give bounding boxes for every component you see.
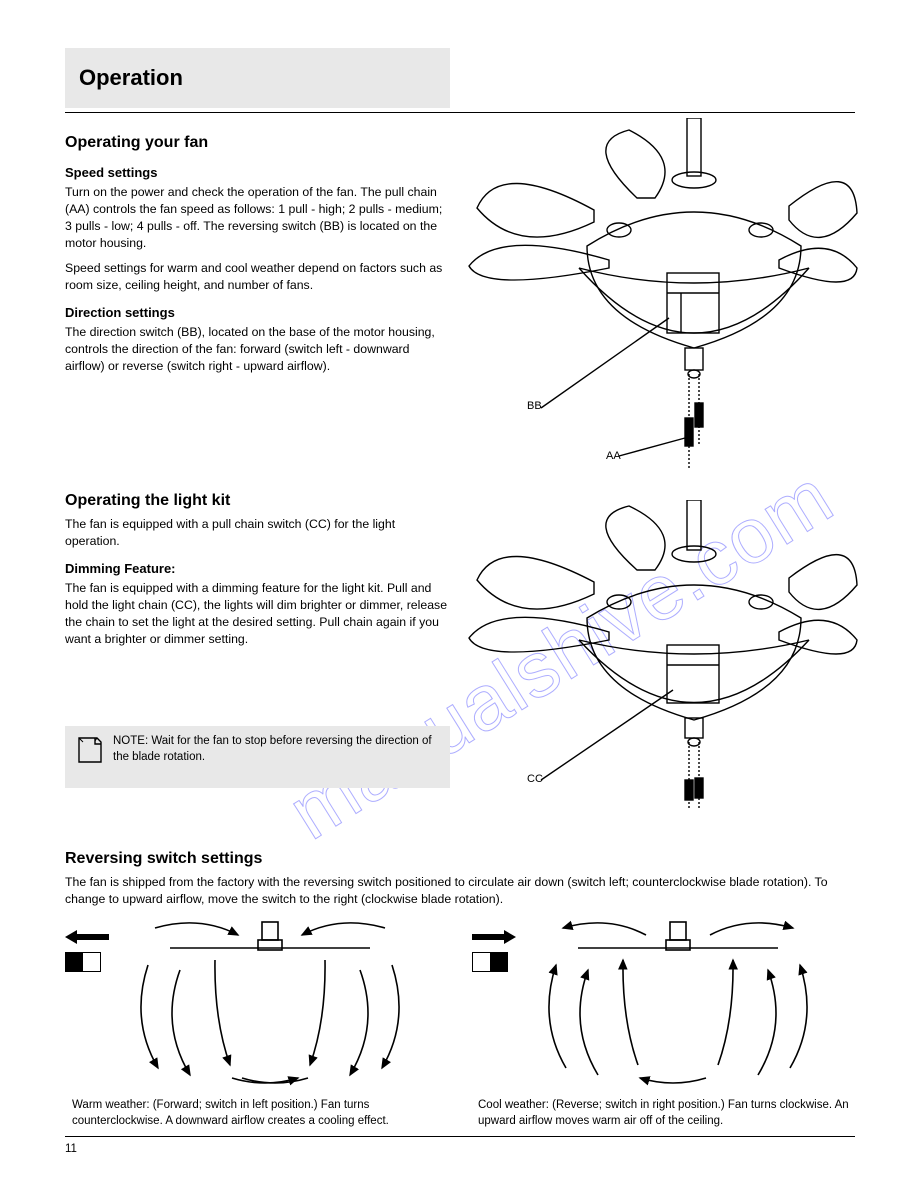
heading-light-kit: Operating the light kit [65,490,450,512]
para-light-1: The fan is equipped with a pull chain sw… [65,516,450,550]
airflow-upward [518,910,838,1090]
heading-reversing: Reversing switch settings [65,850,262,868]
section-light-kit: Operating the light kit The fan is equip… [65,490,450,656]
page-number: 11 [65,1143,77,1155]
label-bb: BB [527,400,542,412]
para-reversing: The fan is shipped from the factory with… [65,874,855,908]
header-rule [65,112,855,113]
page-title: Operation [79,65,183,91]
header-bar: Operation [65,48,450,108]
subhead-direction: Direction settings [65,304,450,322]
para-direction: The direction switch (BB), located on th… [65,324,450,375]
airflow-downward [110,910,430,1090]
switch-right-group [472,930,516,977]
switch-left-group [65,930,109,977]
note-box: NOTE: Wait for the fan to stop before re… [65,726,450,788]
para-dimming: The fan is equipped with a dimming featu… [65,580,450,648]
label-aa: AA [606,450,621,462]
page: manualshive.com Operation Operating your… [0,0,918,1188]
footer-rule [65,1136,855,1137]
switch-knob [66,953,83,971]
heading-operating-fan: Operating your fan [65,132,450,154]
illustration-fan-speed [459,118,859,478]
para-speed-1: Turn on the power and check the operatio… [65,184,450,252]
reversing-switch-right [472,952,508,972]
reversing-switch-left [65,952,101,972]
note-icon [75,736,103,764]
caption-warm-weather: Warm weather: (Forward; switch in left p… [72,1098,452,1129]
subhead-dimming: Dimming Feature: [65,560,450,578]
switch-knob [490,953,507,971]
section-operating-fan: Operating your fan Speed settings Turn o… [65,132,450,383]
label-cc: CC [527,773,543,785]
arrow-left-icon [65,930,109,944]
arrow-right-icon [472,930,516,944]
para-speed-2: Speed settings for warm and cool weather… [65,260,450,294]
illustration-fan-light [459,500,859,830]
note-text: NOTE: Wait for the fan to stop before re… [113,735,432,763]
subhead-speed: Speed settings [65,164,450,182]
caption-cool-weather: Cool weather: (Reverse; switch in right … [478,1098,858,1129]
